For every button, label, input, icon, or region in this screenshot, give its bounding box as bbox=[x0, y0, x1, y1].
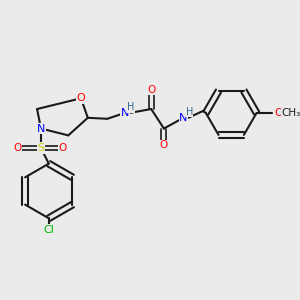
Text: O: O bbox=[14, 143, 22, 153]
Text: Cl: Cl bbox=[43, 225, 54, 235]
Text: O: O bbox=[274, 108, 282, 118]
Text: H: H bbox=[127, 102, 134, 112]
Text: O: O bbox=[76, 93, 85, 103]
Text: CH₃: CH₃ bbox=[281, 108, 300, 118]
Text: O: O bbox=[147, 85, 155, 94]
Text: O: O bbox=[160, 140, 168, 150]
Text: N: N bbox=[179, 113, 188, 123]
Text: S: S bbox=[38, 143, 44, 153]
Text: N: N bbox=[37, 124, 45, 134]
Text: O: O bbox=[58, 143, 67, 153]
Text: N: N bbox=[121, 108, 129, 118]
Text: H: H bbox=[186, 107, 193, 117]
